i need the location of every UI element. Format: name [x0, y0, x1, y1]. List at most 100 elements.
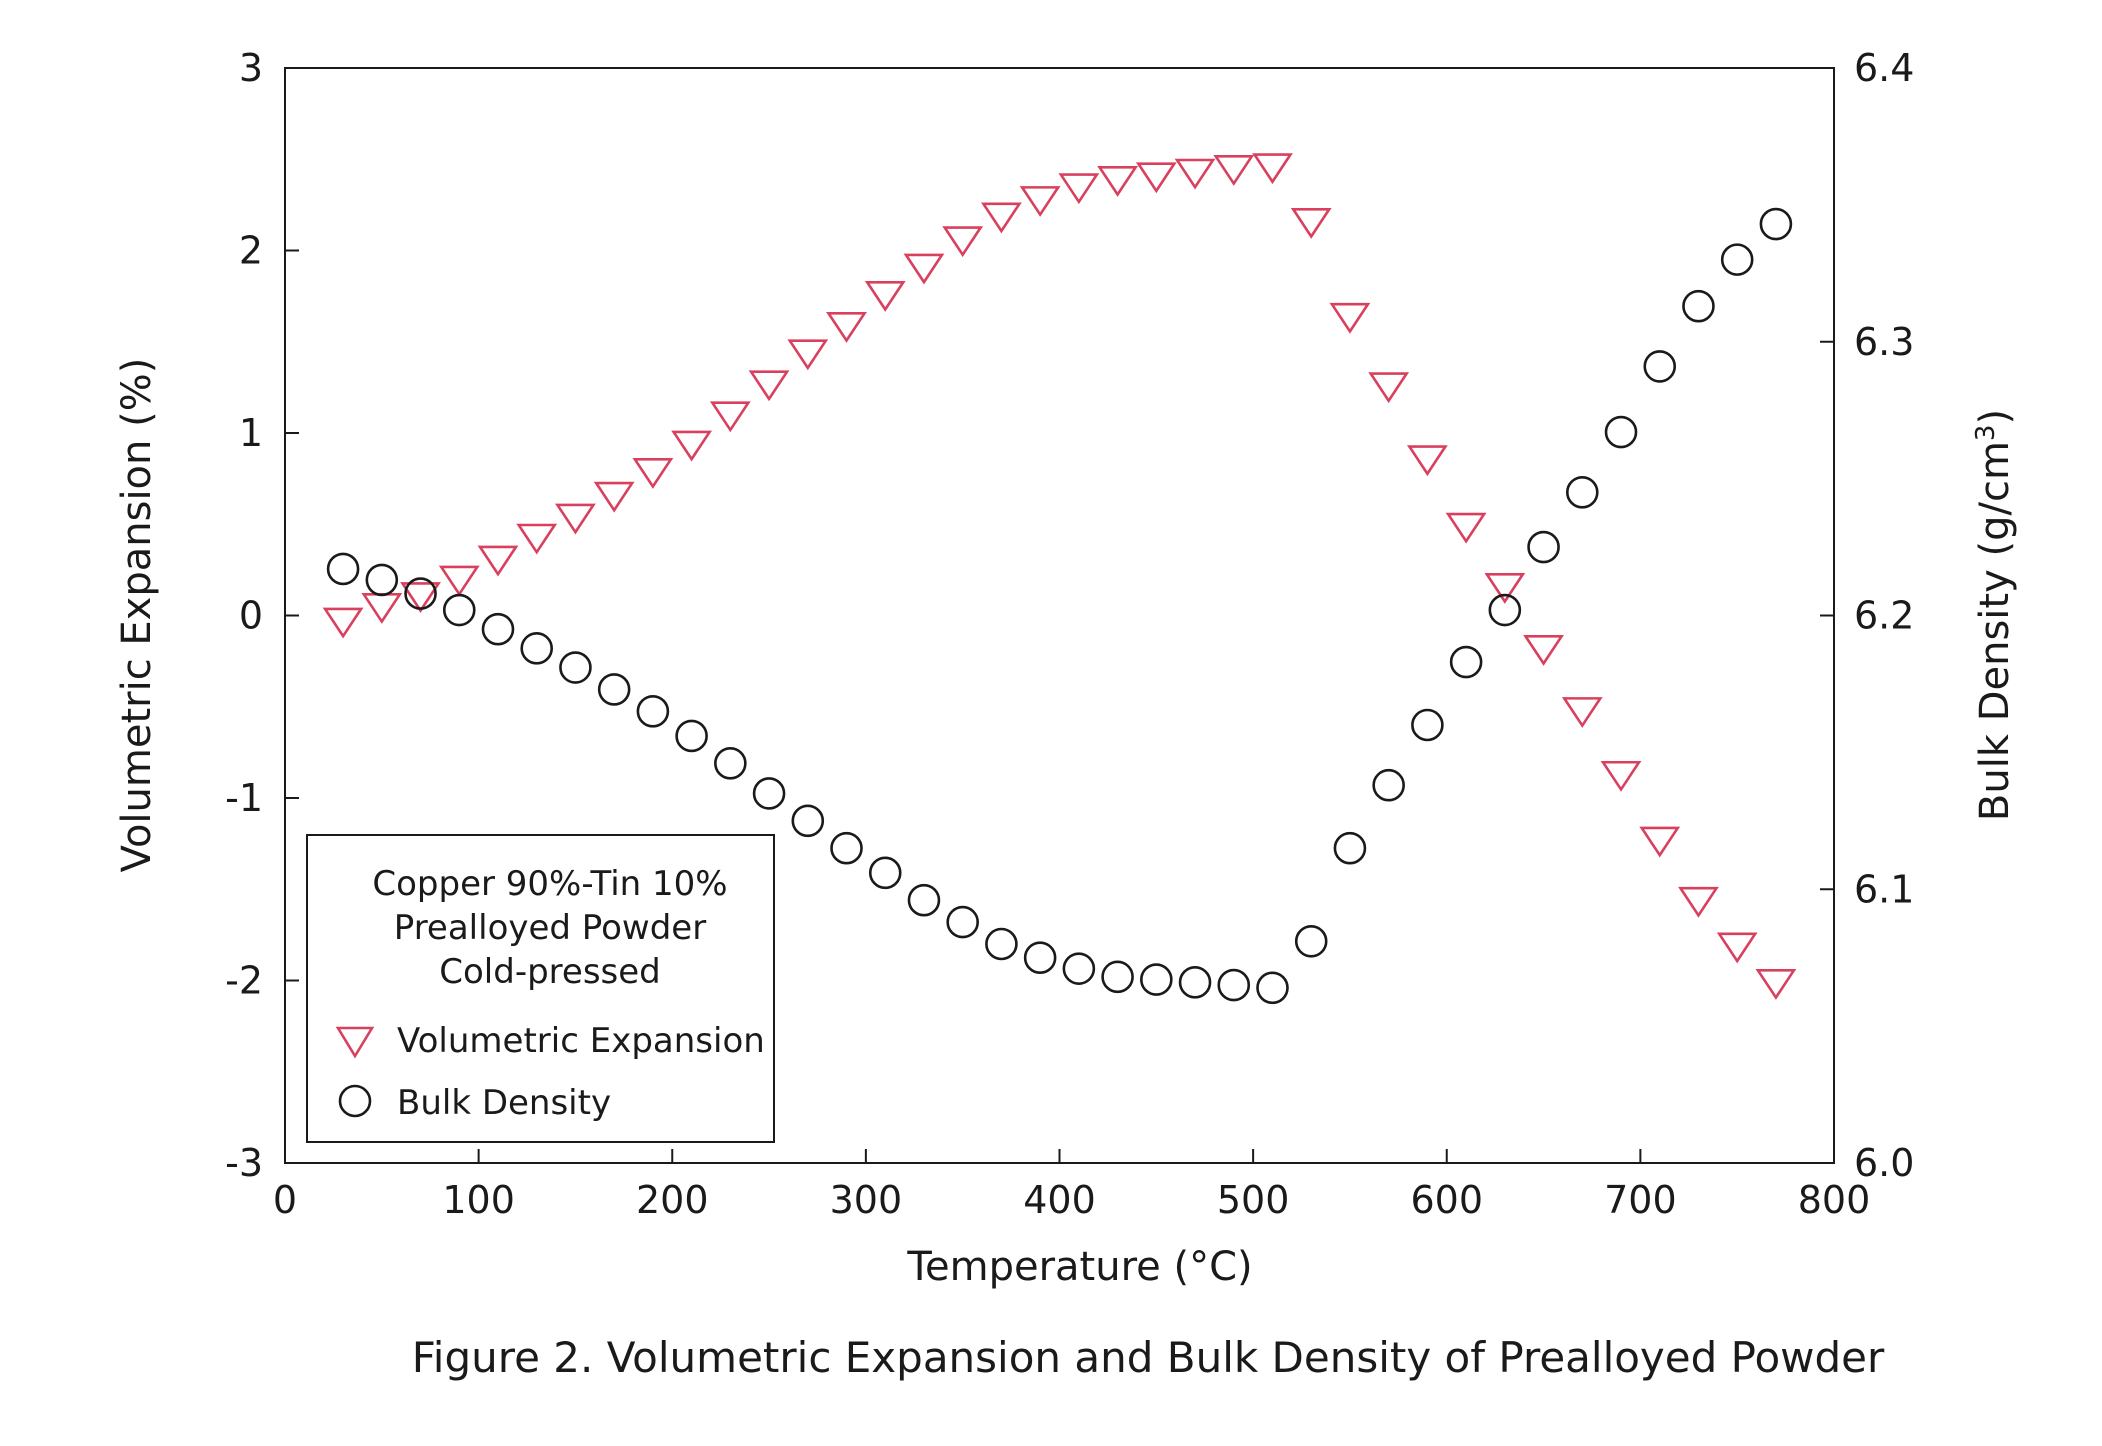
- left-y-tick-label: 0: [239, 594, 263, 638]
- bulk-density-point: [752, 777, 786, 810]
- volumetric-expansion-point: [980, 202, 1022, 234]
- bulk-density-point: [791, 804, 825, 838]
- right-y-tick-label: 6.0: [1854, 1141, 1914, 1185]
- x-tick-label: 0: [273, 1178, 297, 1222]
- volumetric-expansion-point: [1716, 932, 1758, 964]
- volumetric-expansion-point: [632, 458, 674, 489]
- volumetric-expansion-point: [1561, 697, 1603, 728]
- legend-circle-marker: [338, 1084, 372, 1118]
- bulk-density-point: [326, 552, 360, 586]
- volumetric-expansion-point: [1329, 302, 1371, 334]
- volumetric-expansion-point: [671, 430, 713, 462]
- x-tick-label: 200: [636, 1178, 709, 1222]
- volumetric-expansion-point: [361, 593, 403, 624]
- bulk-density-point: [868, 856, 902, 890]
- bulk-density-point: [1256, 971, 1289, 1005]
- bulk-density-point: [1101, 960, 1134, 994]
- volumetric-expansion-point: [1135, 162, 1177, 194]
- volumetric-expansion-point: [787, 339, 829, 371]
- bulk-density-point: [1565, 476, 1599, 509]
- right-y-tick-label: 6.4: [1854, 46, 1914, 90]
- bulk-density-point: [520, 632, 554, 665]
- bulk-density-point: [404, 577, 437, 610]
- right-y-axis-title: Bulk Density (g/cm3): [1971, 409, 2018, 821]
- right-y-axis-title-sup: 3: [1971, 425, 2001, 442]
- volumetric-expansion-point: [1058, 173, 1100, 205]
- right-y-axis-title-close: ): [1972, 409, 2018, 425]
- left-y-axis: -3 -2 -1 0 1 2 3: [225, 46, 299, 1185]
- volumetric-expansion-point: [1174, 158, 1216, 190]
- bulk-density-point: [1372, 768, 1405, 802]
- bulk-density-point: [1333, 831, 1367, 865]
- left-y-axis-title: Volumetric Expansion (%): [114, 358, 160, 873]
- x-axis: 0 100 200 300 400 500 600 700 800: [273, 1149, 1870, 1222]
- bulk-density-point: [1643, 350, 1677, 383]
- volumetric-expansion-point: [555, 503, 596, 535]
- bulk-density-point: [1411, 708, 1444, 742]
- x-tick-label: 700: [1604, 1178, 1677, 1222]
- volumetric-expansion-point: [1019, 186, 1061, 217]
- right-y-axis-title-main: Bulk Density (g/cm: [1972, 441, 2018, 821]
- bulk-density-point: [675, 719, 708, 753]
- bulk-density-point: [1488, 593, 1522, 627]
- bulk-density-point: [1178, 966, 1212, 999]
- bulk-density-point: [481, 612, 515, 646]
- volumetric-expansion-point: [1406, 445, 1448, 477]
- series-1: [326, 207, 1793, 1005]
- left-y-tick-label: -3: [225, 1141, 263, 1185]
- volumetric-expansion-point: [864, 280, 906, 312]
- legend-title-line-2: Prealloyed Powder: [394, 908, 706, 948]
- left-y-tick-label: 1: [239, 411, 263, 455]
- x-tick-label: 500: [1217, 1178, 1290, 1222]
- legend-triangle-marker: [335, 1026, 375, 1059]
- bulk-density-point: [946, 905, 979, 939]
- bulk-density-point: [1720, 243, 1754, 276]
- volumetric-expansion-point: [1755, 969, 1797, 1000]
- volumetric-expansion-point: [593, 481, 635, 513]
- bulk-density-point: [830, 831, 863, 865]
- figure-caption: Figure 2. Volumetric Expansion and Bulk …: [412, 1333, 1885, 1382]
- volumetric-expansion-point: [1523, 635, 1564, 666]
- right-y-tick-label: 6.2: [1854, 594, 1914, 638]
- left-y-tick-label: 2: [239, 229, 263, 273]
- x-tick-label: 100: [442, 1178, 515, 1222]
- volumetric-expansion-point: [942, 226, 984, 258]
- left-y-tick-label: -2: [225, 959, 263, 1003]
- volumetric-expansion-point: [1368, 372, 1410, 404]
- x-tick-label: 300: [830, 1178, 903, 1222]
- bulk-density-point: [1140, 963, 1173, 996]
- bulk-density-point: [985, 927, 1018, 961]
- bulk-density-point: [1023, 941, 1057, 974]
- bulk-density-point: [1527, 530, 1560, 564]
- bulk-density-point: [1682, 289, 1715, 323]
- x-tick-label: 800: [1798, 1178, 1871, 1222]
- x-axis-title: Temperature (°C): [906, 1244, 1252, 1290]
- volumetric-expansion-point: [1484, 572, 1526, 604]
- volumetric-expansion-point: [322, 607, 364, 639]
- volumetric-expansion-point: [1290, 207, 1332, 239]
- legend-title-line-3: Cold-pressed: [439, 952, 661, 992]
- legend: Copper 90%-Tin 10% Prealloyed Powder Col…: [306, 834, 775, 1143]
- left-y-tick-label: -1: [225, 776, 263, 820]
- bulk-density-point: [1217, 968, 1251, 1002]
- legend-label-volumetric-expansion: Volumetric Expansion: [397, 1021, 765, 1061]
- right-y-tick-label: 6.1: [1854, 867, 1914, 911]
- legend-box: [306, 834, 775, 1143]
- right-y-axis: 6.0 6.1 6.2 6.3 6.4: [1820, 46, 1914, 1185]
- x-tick-label: 400: [1023, 1178, 1096, 1222]
- volumetric-expansion-point: [1252, 153, 1293, 185]
- volumetric-expansion-point: [903, 253, 945, 285]
- volumetric-expansion-point: [400, 582, 441, 613]
- legend-title-line-1: Copper 90%-Tin 10%: [372, 864, 727, 904]
- volumetric-expansion-point: [709, 401, 751, 433]
- bulk-density-point: [1759, 207, 1793, 241]
- volumetric-expansion-point: [516, 523, 558, 555]
- left-y-tick-label: 3: [239, 46, 263, 90]
- legend-label-bulk-density: Bulk Density: [397, 1083, 611, 1123]
- bulk-density-point: [442, 593, 476, 627]
- bulk-density-point: [559, 651, 592, 684]
- volumetric-expansion-point: [1639, 826, 1681, 858]
- bulk-density-point: [636, 695, 670, 728]
- bulk-density-point: [714, 747, 747, 780]
